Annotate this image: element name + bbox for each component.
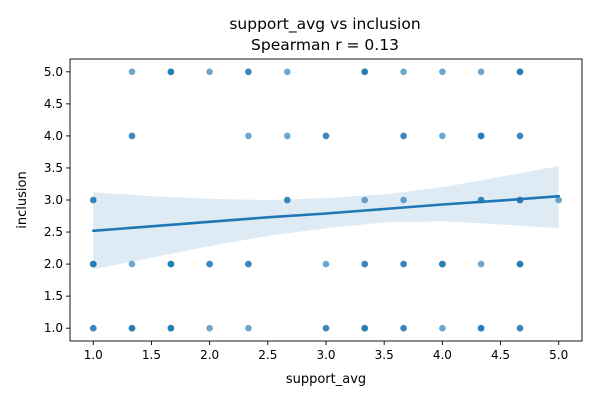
y-tick-label: 4.5 bbox=[44, 97, 63, 111]
regression-line-layer bbox=[92, 194, 561, 233]
scatter-point bbox=[322, 260, 330, 268]
scatter-point bbox=[516, 260, 524, 268]
scatter-point bbox=[477, 132, 485, 140]
scatter-point bbox=[167, 260, 175, 268]
y-axis-ticks: 1.0 1.5 2.0 2.5 3.0 3.5 4.0 4.5 5.0 bbox=[44, 65, 70, 335]
scatter-point bbox=[400, 68, 407, 76]
x-axis-ticks: 1.0 1.5 2.0 2.5 3.0 3.5 4.0 4.5 5.0 bbox=[84, 341, 568, 362]
scatter-point bbox=[361, 260, 369, 268]
scatter-point bbox=[245, 324, 252, 332]
scatter-point bbox=[128, 260, 136, 268]
scatter-point bbox=[477, 260, 485, 268]
x-tick-label: 1.5 bbox=[142, 348, 161, 362]
scatter-point bbox=[284, 196, 291, 204]
scatter-point bbox=[206, 324, 213, 332]
regression-line bbox=[92, 194, 561, 233]
points-layer bbox=[90, 68, 562, 332]
scatter-point bbox=[400, 260, 407, 268]
scatter-point bbox=[245, 260, 252, 268]
x-tick-label: 2.5 bbox=[258, 348, 277, 362]
x-tick-label: 4.5 bbox=[491, 348, 510, 362]
scatter-point bbox=[245, 68, 252, 76]
scatter-point bbox=[284, 132, 291, 140]
scatter-point bbox=[206, 68, 213, 76]
scatter-point bbox=[128, 68, 136, 76]
scatter-point bbox=[516, 324, 524, 332]
y-tick-label: 5.0 bbox=[44, 65, 63, 79]
scatter-point bbox=[439, 260, 446, 268]
scatter-point bbox=[555, 196, 562, 204]
scatter-point bbox=[477, 68, 485, 76]
scatter-point bbox=[400, 324, 407, 332]
x-tick-label: 1.0 bbox=[84, 348, 103, 362]
scatter-point bbox=[477, 324, 485, 332]
scatter-point bbox=[516, 68, 524, 76]
scatter-point bbox=[361, 324, 369, 332]
scatter-point bbox=[400, 132, 407, 140]
x-tick-label: 5.0 bbox=[549, 348, 568, 362]
scatter-point bbox=[245, 132, 252, 140]
y-tick-label: 3.5 bbox=[44, 161, 63, 175]
x-tick-label: 3.5 bbox=[375, 348, 394, 362]
scatter-point bbox=[167, 324, 175, 332]
chart-title: support_avg vs inclusion bbox=[229, 15, 420, 34]
scatter-point bbox=[206, 260, 213, 268]
y-tick-label: 3.0 bbox=[44, 193, 63, 207]
x-tick-label: 4.0 bbox=[433, 348, 452, 362]
scatter-point bbox=[128, 324, 136, 332]
scatter-point bbox=[516, 132, 524, 140]
scatter-point bbox=[439, 68, 446, 76]
y-tick-label: 2.0 bbox=[44, 257, 63, 271]
y-tick-label: 2.5 bbox=[44, 225, 63, 239]
scatter-point bbox=[90, 196, 97, 204]
scatter-point bbox=[167, 68, 175, 76]
scatter-point bbox=[361, 68, 369, 76]
x-tick-label: 2.0 bbox=[200, 348, 219, 362]
scatter-point bbox=[128, 132, 136, 140]
confidence-band bbox=[93, 166, 559, 270]
scatter-point bbox=[361, 196, 369, 204]
y-tick-label: 1.5 bbox=[44, 289, 63, 303]
scatter-point bbox=[400, 196, 407, 204]
y-axis-label: inclusion bbox=[15, 171, 30, 228]
x-axis-label: support_avg bbox=[286, 372, 366, 387]
scatter-point bbox=[322, 324, 330, 332]
x-tick-label: 3.0 bbox=[316, 348, 335, 362]
scatter-point bbox=[90, 324, 97, 332]
chart-subtitle: Spearman r = 0.13 bbox=[251, 36, 399, 54]
confidence-band-layer bbox=[93, 166, 559, 270]
scatter-point bbox=[284, 68, 291, 76]
y-tick-label: 1.0 bbox=[44, 321, 63, 335]
scatter-point bbox=[322, 132, 330, 140]
scatter-point bbox=[439, 132, 446, 140]
y-tick-label: 4.0 bbox=[44, 129, 63, 143]
scatter-point bbox=[90, 260, 97, 268]
scatter-point bbox=[439, 324, 446, 332]
